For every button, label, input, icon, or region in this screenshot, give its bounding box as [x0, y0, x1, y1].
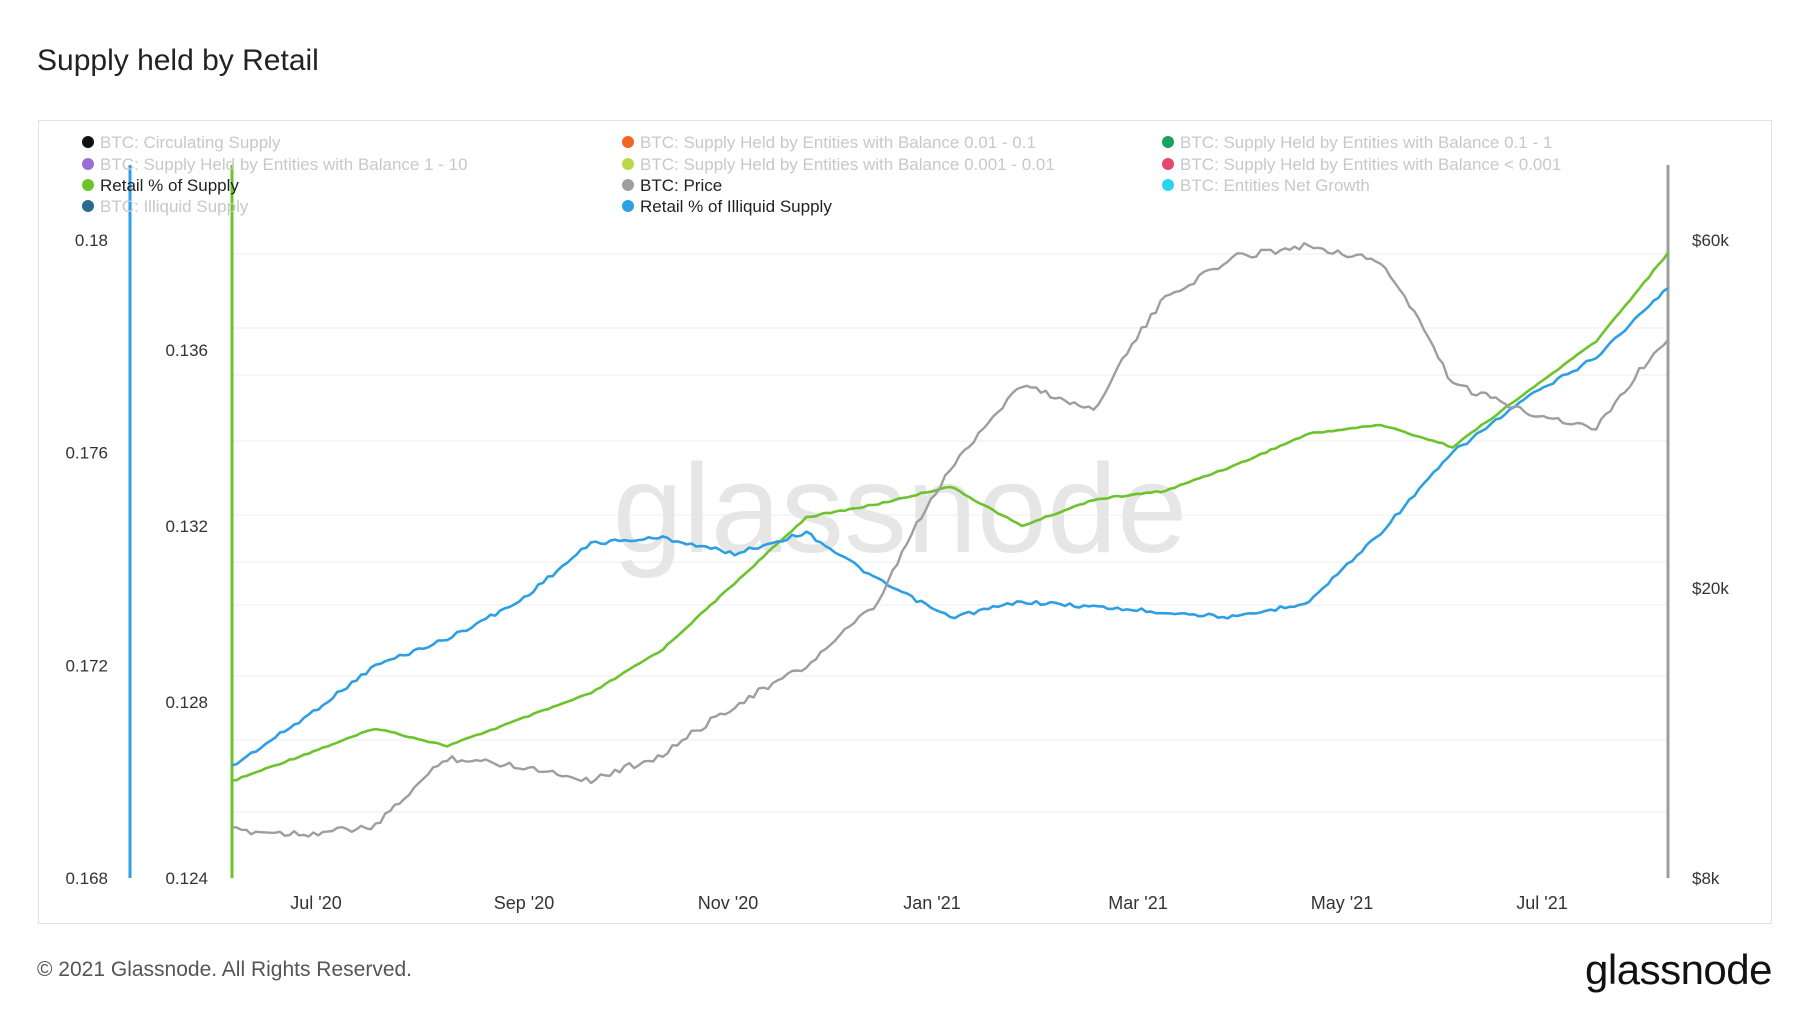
x-tick-label: Jan '21 [903, 893, 960, 913]
y-tick-price: $20k [1692, 579, 1729, 598]
y-tick-outer: 0.18 [75, 231, 108, 250]
legend-marker[interactable] [82, 179, 94, 191]
legend-marker[interactable] [1162, 136, 1174, 148]
legend-marker[interactable] [82, 158, 94, 170]
legend-item[interactable]: BTC: Supply Held by Entities with Balanc… [640, 133, 1036, 152]
legend-item[interactable]: BTC: Supply Held by Entities with Balanc… [1180, 133, 1552, 152]
legend-marker[interactable] [622, 179, 634, 191]
y-tick-inner: 0.136 [165, 341, 208, 360]
series-line [231, 251, 1670, 782]
x-tick-label: May '21 [1311, 893, 1373, 913]
legend-marker[interactable] [82, 200, 94, 212]
legend-item[interactable]: BTC: Supply Held by Entities with Balanc… [1180, 155, 1561, 174]
y-tick-price: $60k [1692, 231, 1729, 250]
legend-item[interactable]: BTC: Supply Held by Entities with Balanc… [640, 155, 1055, 174]
x-tick-label: Jul '20 [290, 893, 341, 913]
axes: 0.18 0.176 0.172 0.168 0.136 0.132 0.128 0.124 $… [65, 165, 1729, 913]
legend-item[interactable]: BTC: Price [640, 176, 722, 195]
chart-frame [38, 120, 1772, 924]
series-lines [231, 241, 1670, 838]
legend: BTC: Circulating Supply BTC: Supply Held … [82, 133, 1561, 216]
gridlines [232, 253, 1668, 813]
y-tick-inner: 0.128 [165, 693, 208, 712]
y-tick-outer: 0.176 [65, 444, 108, 463]
legend-item[interactable]: Retail % of Supply [100, 176, 239, 195]
legend-marker[interactable] [622, 136, 634, 148]
x-tick-label: Jul '21 [1516, 893, 1567, 913]
legend-item[interactable]: BTC: Entities Net Growth [1180, 176, 1370, 195]
legend-item[interactable]: BTC: Supply Held by Entities with Balanc… [100, 155, 468, 174]
x-tick-label: Mar '21 [1108, 893, 1167, 913]
chart-title: Supply held by Retail [37, 44, 319, 77]
y-tick-outer: 0.172 [65, 656, 108, 675]
legend-item[interactable]: Retail % of Illiquid Supply [640, 197, 832, 216]
legend-marker[interactable] [1162, 158, 1174, 170]
y-tick-inner: 0.132 [165, 517, 208, 536]
copyright: © 2021 Glassnode. All Rights Reserved. [37, 958, 413, 981]
glassnode-logo: glassnode [1585, 946, 1772, 993]
legend-item[interactable]: BTC: Circulating Supply [100, 133, 281, 152]
y-tick-inner: 0.124 [165, 869, 208, 888]
legend-marker[interactable] [82, 136, 94, 148]
y-tick-price: $8k [1692, 869, 1720, 888]
legend-marker[interactable] [622, 158, 634, 170]
x-tick-label: Sep '20 [494, 893, 555, 913]
series-line [231, 241, 1669, 838]
series-line [231, 287, 1669, 767]
legend-item[interactable]: BTC: Illiquid Supply [100, 197, 249, 216]
y-tick-outer: 0.168 [65, 869, 108, 888]
x-tick-label: Nov '20 [698, 893, 758, 913]
legend-marker[interactable] [1162, 179, 1174, 191]
legend-marker[interactable] [622, 200, 634, 212]
